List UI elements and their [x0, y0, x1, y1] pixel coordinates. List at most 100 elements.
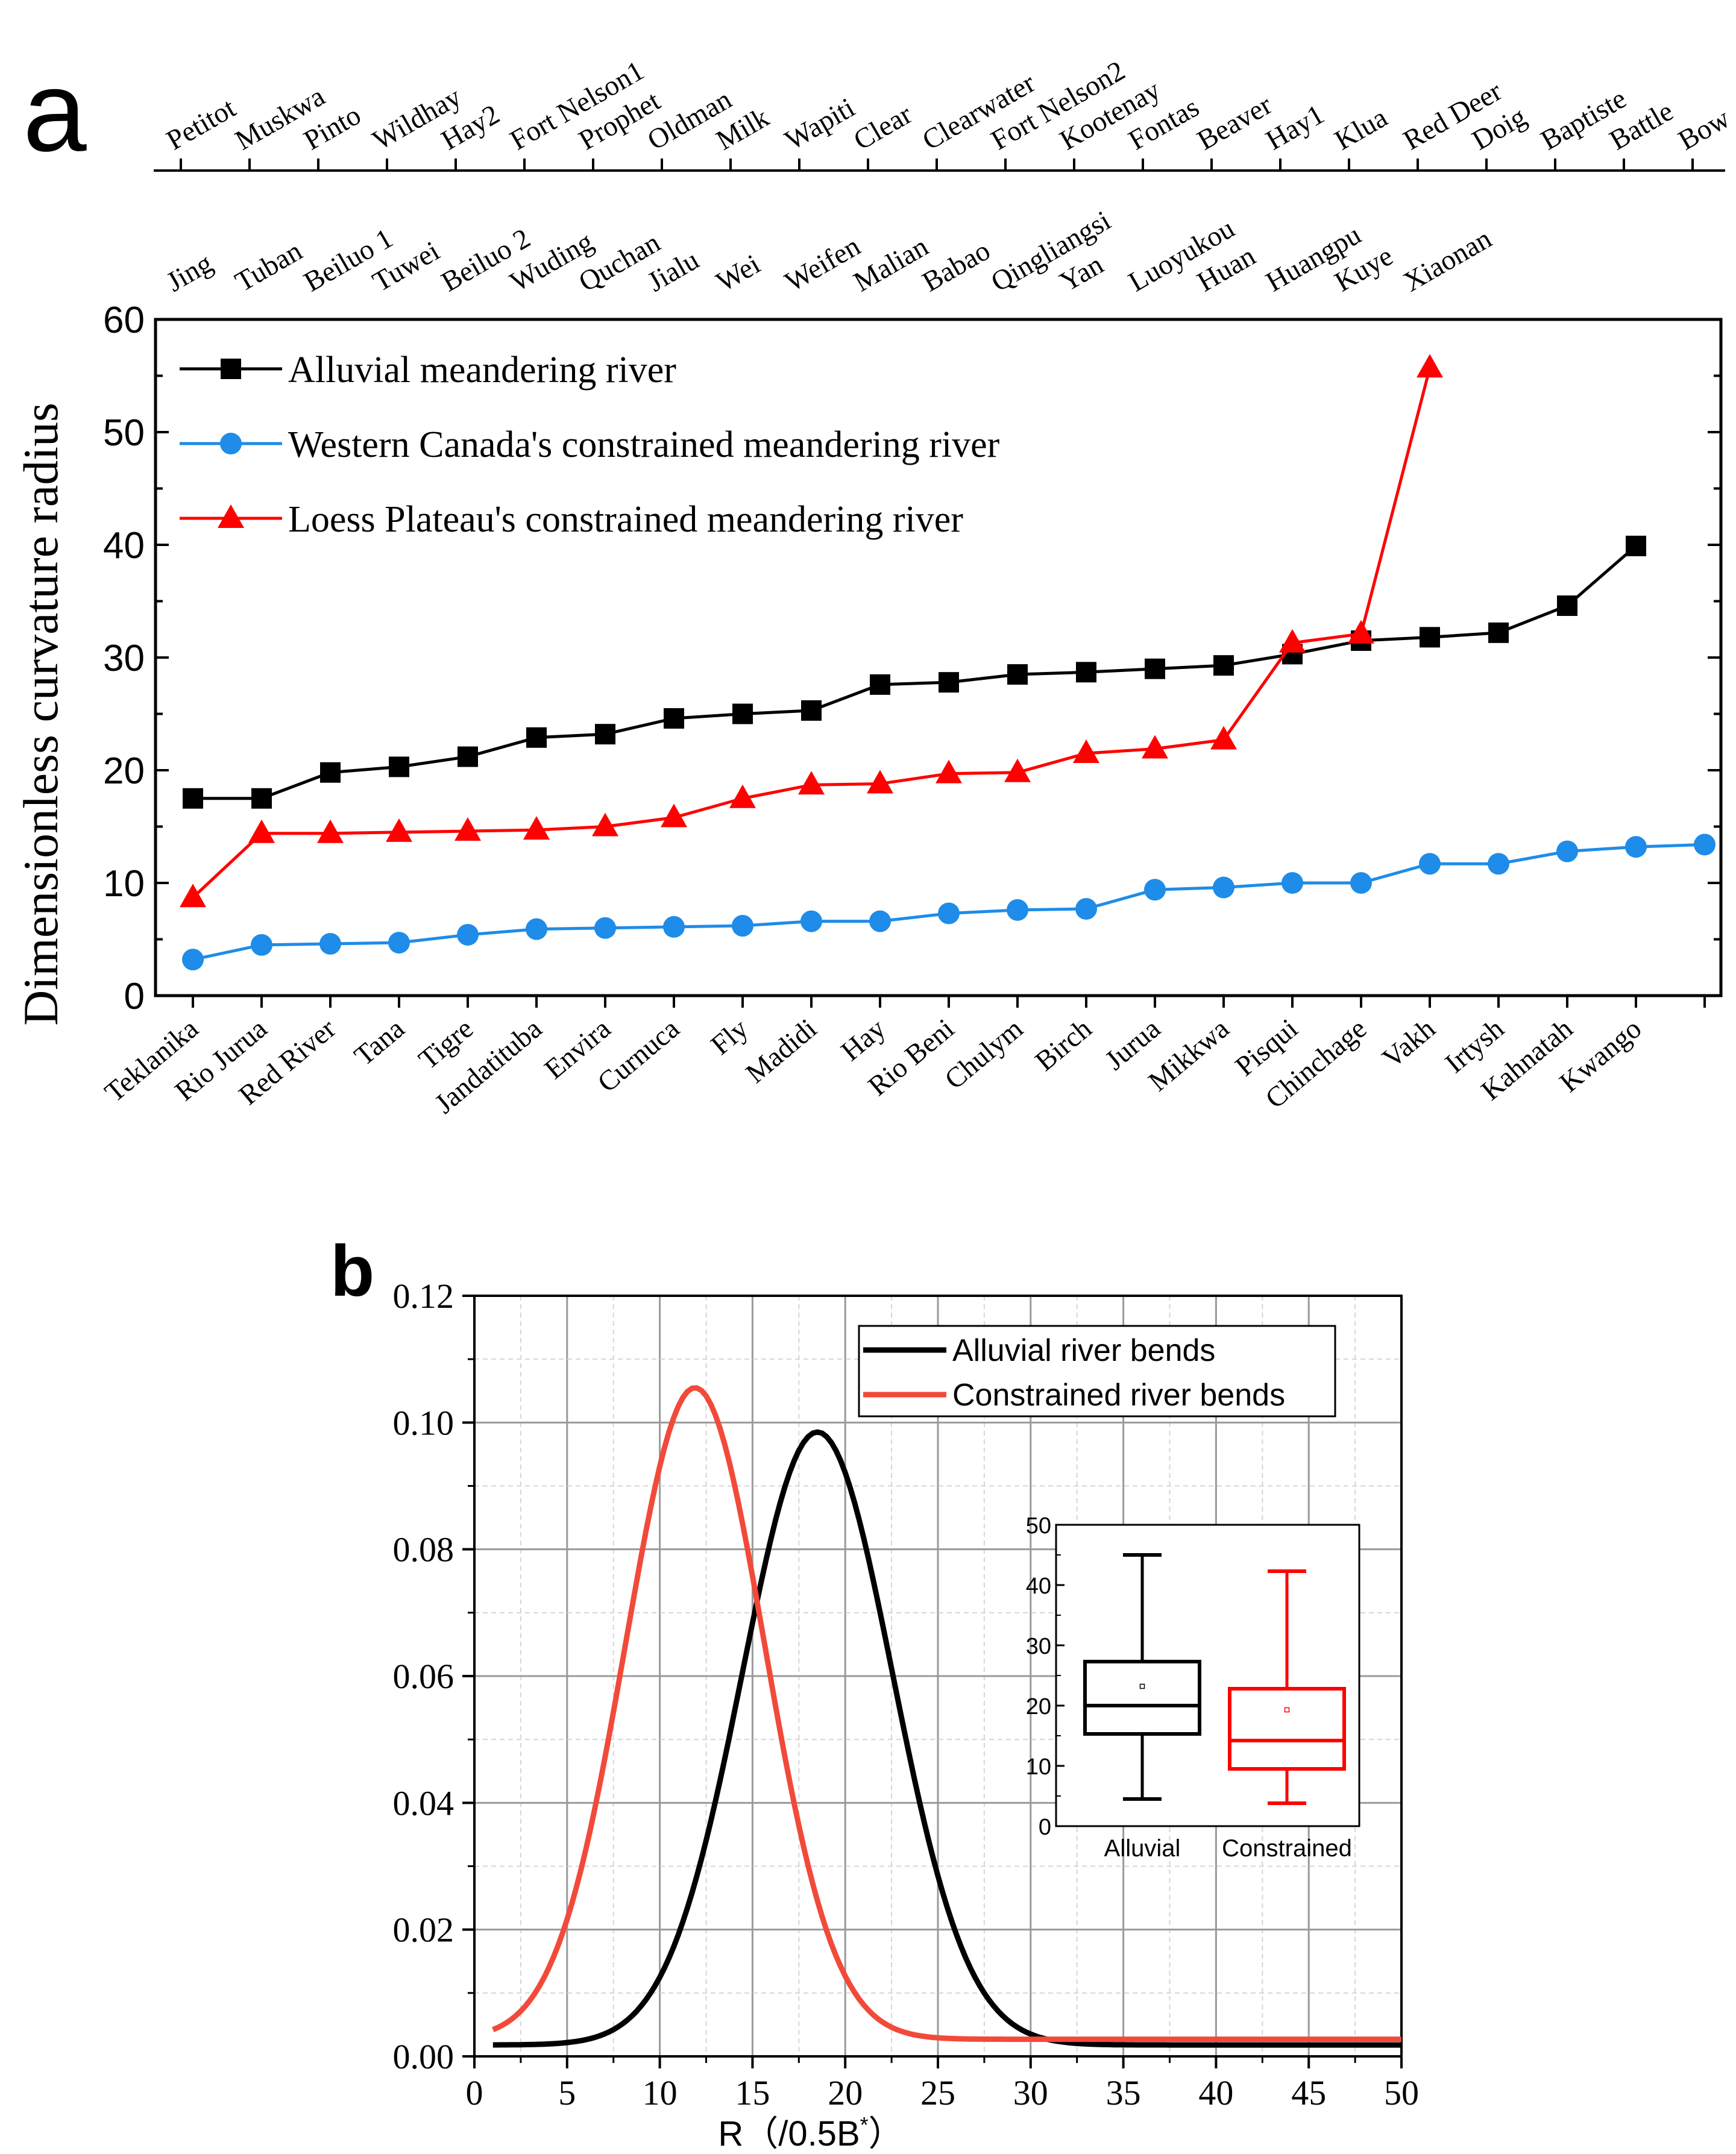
- top-axis-tick-label: Bow: [1673, 102, 1735, 156]
- panel-b-inset-boxplot: 0 10 20 30 40 50 Alluvial Constrained: [1026, 1513, 1360, 1862]
- x-tick-label: 0: [466, 2073, 483, 2112]
- panel-b-legend: Alluvial river bends Constrained river be…: [858, 1325, 1336, 1418]
- x-tick-label: 20: [828, 2073, 863, 2112]
- panel-b-label: b: [330, 1231, 374, 1311]
- data-point: [1142, 735, 1168, 759]
- data-point: [801, 700, 822, 721]
- data-point: [592, 812, 618, 837]
- y-tick-label: 0.08: [393, 1530, 454, 1569]
- data-point: [938, 902, 960, 925]
- series-2: [180, 354, 1443, 908]
- panel-b-axes: 0 5 10 15 20 25 30 35 40 45 50 0.00 0.02 0.04 0.06 0.08…: [393, 1276, 1420, 2112]
- data-point: [595, 724, 615, 745]
- data-point: [251, 788, 272, 809]
- iqr-box: [1083, 1660, 1201, 1736]
- panel-a-label: a: [23, 48, 87, 175]
- y-tick-label: 0.02: [393, 1911, 454, 1950]
- data-point: [732, 703, 753, 724]
- y-tick-label: 0.12: [393, 1276, 454, 1316]
- data-point: [800, 910, 822, 932]
- mean-marker: [1139, 1683, 1145, 1689]
- legend-label: Alluvial river bends: [952, 1333, 1215, 1368]
- y-tick-label: 0: [124, 976, 145, 1017]
- panel-a-y-axis-label: Dimensionless curvature radius: [13, 403, 68, 1026]
- data-point: [1488, 622, 1509, 643]
- inner-axis-tick-label: Wei: [711, 248, 766, 298]
- y-tick-label: 30: [103, 638, 145, 679]
- y-tick-label: 10: [103, 863, 145, 905]
- inner-axis-tick-label: Tuban: [230, 235, 308, 298]
- series-line: [192, 843, 1705, 961]
- data-point: [798, 771, 825, 795]
- data-point: [1694, 834, 1716, 856]
- x-tick-label: Fly: [705, 1013, 755, 1061]
- data-point: [180, 884, 206, 908]
- density-curve-1: [491, 1385, 1401, 2043]
- data-point: [183, 788, 203, 809]
- x-tick-label: Chulym: [939, 1013, 1029, 1096]
- inner-axis-tick-label: Jing: [162, 247, 218, 298]
- data-point: [1076, 662, 1096, 683]
- data-point: [319, 932, 341, 955]
- x-tick-label: 45: [1291, 2073, 1326, 2112]
- data-point: [867, 770, 893, 794]
- inset-x-label: Constrained: [1222, 1835, 1352, 1862]
- top-axis-tick-label: Clear: [849, 98, 917, 156]
- inset-y-tick-label: 40: [1026, 1574, 1051, 1599]
- data-point: [457, 924, 479, 946]
- legend-marker: [218, 504, 244, 528]
- inner-axis-tick-label: Weifen: [780, 230, 866, 298]
- legend-label: Alluvial meandering river: [288, 350, 676, 391]
- data-point: [1007, 899, 1028, 921]
- inset-x-label: Alluvial: [1104, 1835, 1181, 1862]
- data-point: [870, 674, 890, 695]
- data-point: [182, 949, 204, 971]
- data-point: [1350, 872, 1372, 894]
- data-point: [454, 817, 481, 841]
- data-point: [1213, 876, 1234, 899]
- data-point: [386, 818, 412, 842]
- inner-axis-tick-label: Babao: [917, 234, 996, 298]
- data-point: [869, 910, 891, 932]
- legend-label: Loess Plateau's constrained meandering r…: [288, 499, 963, 540]
- data-point: [320, 762, 341, 783]
- y-tick-label: 20: [103, 750, 145, 792]
- x-tick-label: Hay: [835, 1013, 892, 1067]
- data-point: [1348, 620, 1374, 644]
- y-tick-label: 0.04: [393, 1783, 454, 1823]
- legend-label: Constrained river bends: [952, 1378, 1285, 1413]
- data-point: [1144, 879, 1166, 901]
- data-point: [1279, 629, 1306, 653]
- data-point: [1210, 726, 1237, 750]
- data-point: [1556, 840, 1578, 862]
- data-point: [1282, 872, 1303, 894]
- data-point: [1007, 664, 1028, 685]
- data-point: [317, 819, 344, 843]
- data-point: [1625, 836, 1647, 858]
- panel-a-plot-area: [154, 318, 1723, 997]
- panel-b-x-axis-label: R（/0.5B*）: [718, 2112, 903, 2153]
- data-point: [1004, 758, 1031, 782]
- panel-a-y-axis: 0 10 20 30 40 50 60: [103, 300, 1721, 1017]
- data-point: [594, 917, 616, 939]
- data-point: [1626, 535, 1646, 556]
- mean-marker: [1284, 1707, 1290, 1713]
- data-point: [248, 819, 275, 843]
- density-curve-0: [492, 1429, 1401, 2048]
- legend-marker: [220, 433, 242, 454]
- data-point: [526, 918, 547, 940]
- inner-axis-tick-label: Malian: [849, 231, 934, 298]
- series-0: [183, 535, 1646, 809]
- data-point: [1557, 595, 1577, 616]
- data-point: [1420, 627, 1440, 648]
- x-tick-label: 5: [558, 2073, 576, 2112]
- x-tick-label: Madidi: [740, 1013, 823, 1090]
- panel-a-frame: [154, 318, 1723, 997]
- box-constrained: Constrained: [1222, 1569, 1352, 1862]
- data-point: [1417, 354, 1443, 378]
- iqr-box: [1228, 1687, 1346, 1771]
- data-point: [664, 708, 684, 729]
- x-label-main: R（/0.5B: [718, 2114, 860, 2153]
